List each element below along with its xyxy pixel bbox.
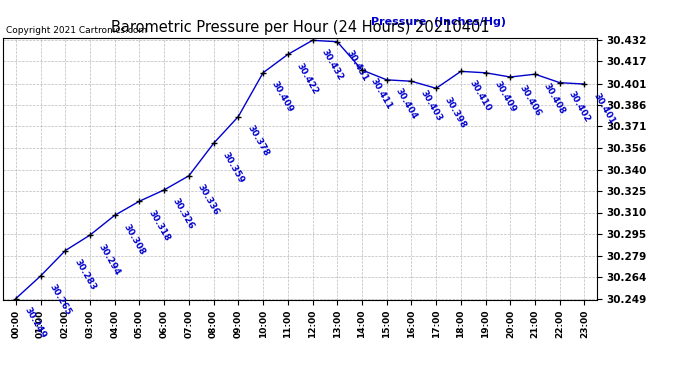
Text: 30.326: 30.326 [171,197,196,231]
Text: 30.402: 30.402 [566,90,592,124]
Text: 30.336: 30.336 [196,183,221,217]
Text: 30.294: 30.294 [97,242,122,277]
Text: 30.249: 30.249 [23,306,48,340]
Text: 30.283: 30.283 [72,258,97,292]
Text: 30.378: 30.378 [245,123,270,158]
Text: 30.359: 30.359 [221,150,246,185]
Text: 30.410: 30.410 [468,78,493,113]
Text: 30.318: 30.318 [146,208,171,243]
Text: 30.398: 30.398 [443,95,469,130]
Text: 30.431: 30.431 [344,49,369,83]
Text: 30.409: 30.409 [270,80,295,114]
Text: Pressure  (Inches/Hg): Pressure (Inches/Hg) [371,17,506,27]
Text: 30.401: 30.401 [591,91,616,125]
Text: Copyright 2021 Cartronics.com: Copyright 2021 Cartronics.com [6,26,148,35]
Text: 30.422: 30.422 [295,62,320,96]
Text: 30.265: 30.265 [48,283,72,317]
Text: 30.409: 30.409 [493,80,518,114]
Text: 30.308: 30.308 [121,222,147,256]
Text: 30.408: 30.408 [542,81,567,116]
Text: 30.432: 30.432 [319,47,344,82]
Text: 30.404: 30.404 [393,87,419,121]
Text: 30.411: 30.411 [369,77,394,111]
Text: 30.403: 30.403 [418,88,444,123]
Text: 30.406: 30.406 [518,84,542,118]
Title: Barometric Pressure per Hour (24 Hours) 20210401: Barometric Pressure per Hour (24 Hours) … [111,20,489,35]
